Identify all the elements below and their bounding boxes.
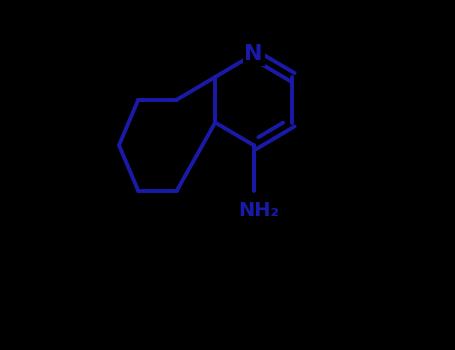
Text: N: N bbox=[244, 44, 263, 64]
Text: NH₂: NH₂ bbox=[238, 201, 279, 219]
